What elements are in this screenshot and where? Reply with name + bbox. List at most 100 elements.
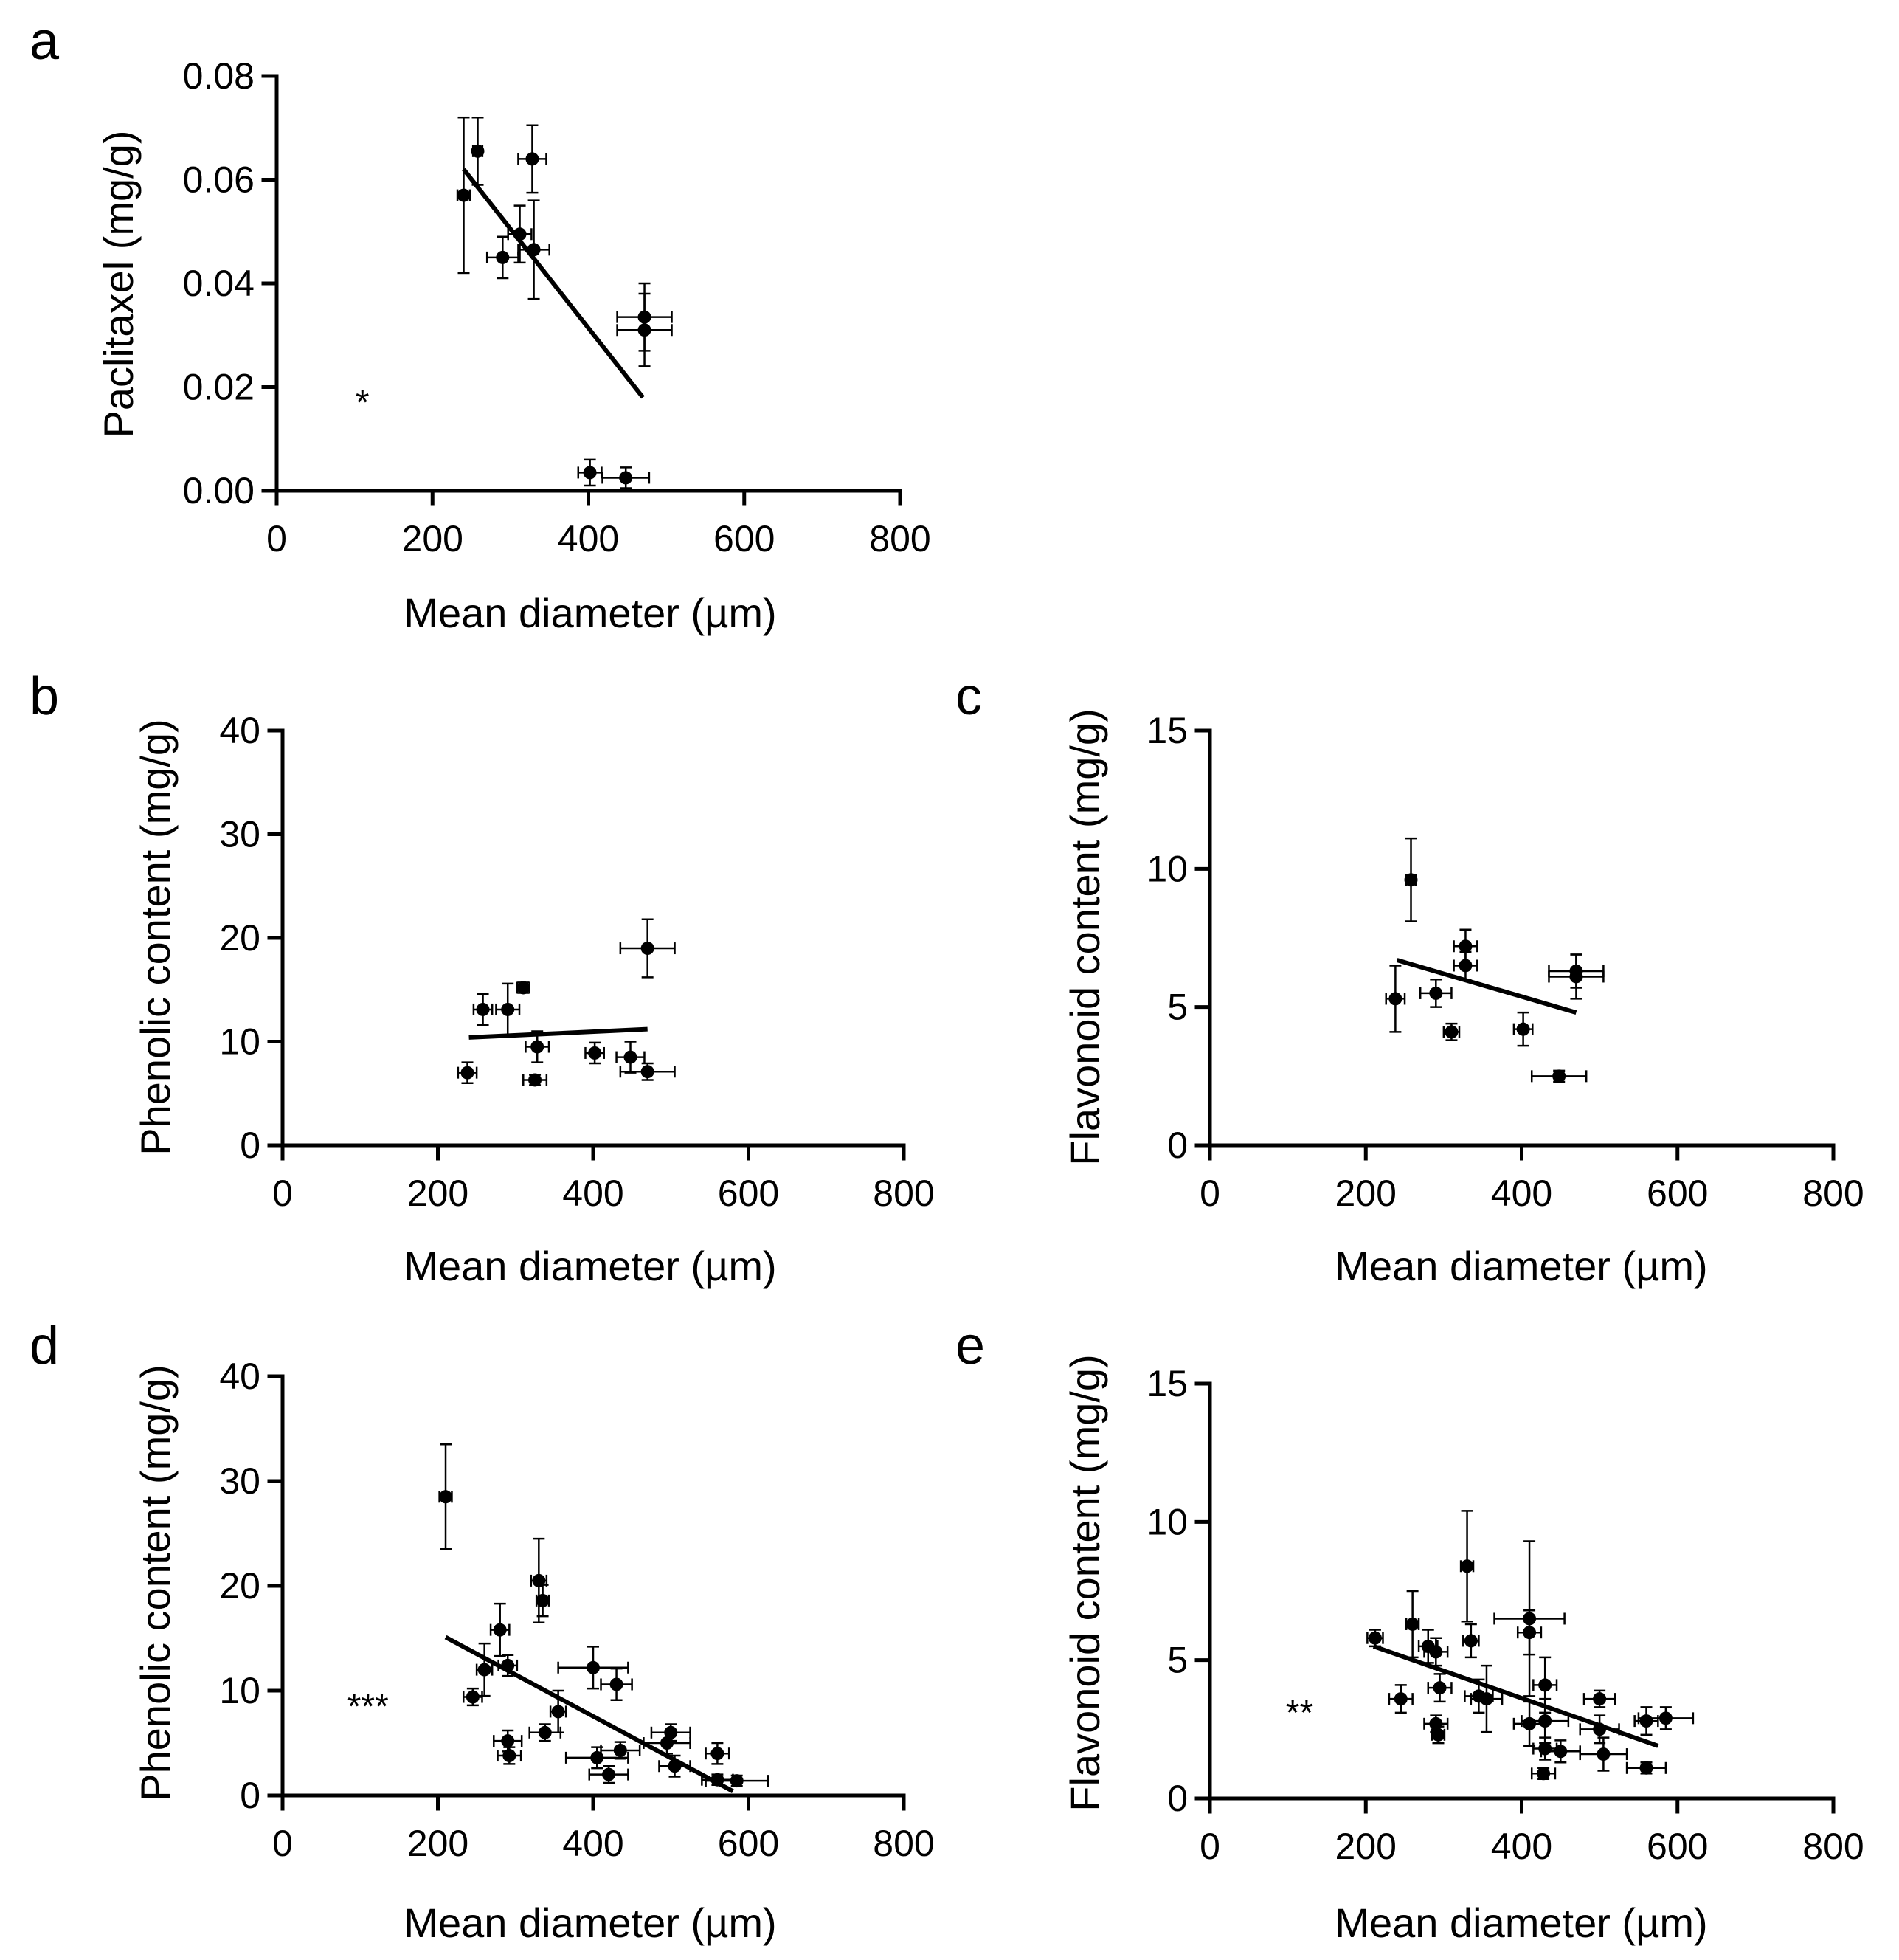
x-tick-label: 200 <box>407 1173 468 1214</box>
data-point <box>1625 1761 1667 1775</box>
data-marker <box>640 1065 654 1079</box>
data-point <box>530 1537 548 1623</box>
data-point <box>601 466 651 489</box>
data-point <box>1637 1706 1695 1730</box>
x-tick-label: 0 <box>272 1173 293 1214</box>
data-marker <box>477 1663 491 1677</box>
data-marker <box>528 1073 542 1087</box>
data-marker <box>1429 1645 1443 1659</box>
data-point <box>1512 1011 1534 1047</box>
data-point <box>438 1443 453 1550</box>
x-tick-label: 0 <box>272 1823 293 1864</box>
data-point <box>1516 1609 1543 1656</box>
x-tick-label: 400 <box>1491 1826 1552 1867</box>
y-tick-label: 30 <box>219 814 260 855</box>
data-marker <box>1554 1745 1568 1759</box>
data-point <box>497 1746 522 1765</box>
data-marker <box>460 1066 474 1080</box>
data-marker <box>1639 1761 1653 1775</box>
data-marker <box>1479 1692 1493 1706</box>
data-marker <box>530 1040 544 1054</box>
data-point <box>462 1687 483 1707</box>
y-tick-label: 0.00 <box>183 470 255 511</box>
data-marker <box>1538 1714 1552 1728</box>
x-tick-label: 0 <box>1200 1826 1220 1867</box>
data-marker <box>457 188 471 202</box>
y-tick-label: 10 <box>219 1021 260 1063</box>
panel-a-xlabel: Mean diameter (µm) <box>404 590 776 636</box>
y-tick-label: 5 <box>1167 987 1188 1028</box>
y-tick-label: 0 <box>1167 1125 1188 1166</box>
panel-c: c Flavonoid content (mg/g) Mean diameter… <box>955 667 1864 1289</box>
data-point <box>549 1689 567 1734</box>
data-marker <box>1394 1692 1408 1706</box>
data-marker <box>476 1002 490 1016</box>
data-marker <box>1516 1022 1530 1036</box>
data-marker <box>588 1046 602 1060</box>
data-point <box>1462 1623 1480 1659</box>
data-point <box>616 292 673 368</box>
data-point <box>493 1729 523 1753</box>
data-marker <box>1404 873 1418 887</box>
panel-a-significance: * <box>356 384 370 423</box>
data-marker <box>516 981 530 995</box>
y-tick-label: 40 <box>219 1356 260 1397</box>
data-marker <box>1593 1722 1607 1736</box>
data-marker <box>602 1767 616 1781</box>
data-marker <box>538 1725 552 1739</box>
data-point <box>643 1731 691 1755</box>
panel-b-ylabel: Phenolic content (mg/g) <box>132 719 179 1155</box>
data-point <box>1366 1629 1384 1648</box>
x-tick-label: 600 <box>1647 1173 1708 1214</box>
data-point <box>497 1654 519 1677</box>
data-point <box>495 982 521 1037</box>
data-point <box>516 981 530 995</box>
data-point <box>615 1041 646 1074</box>
x-tick-label: 200 <box>402 518 463 559</box>
y-tick-label: 0.06 <box>183 159 255 201</box>
data-point <box>471 116 485 186</box>
panel-c-xlabel: Mean diameter (µm) <box>1335 1243 1707 1289</box>
data-marker <box>587 1660 600 1674</box>
data-marker <box>1552 1069 1566 1083</box>
x-tick-label: 400 <box>562 1823 623 1864</box>
panel-d-ylabel: Phenolic content (mg/g) <box>132 1364 179 1801</box>
y-tick-label: 10 <box>1146 1501 1188 1542</box>
data-point <box>1459 1510 1475 1623</box>
data-point <box>1405 1590 1420 1659</box>
data-marker <box>502 1749 516 1763</box>
y-tick-label: 20 <box>219 1565 260 1607</box>
x-tick-label: 800 <box>1802 1826 1864 1867</box>
data-point <box>522 1073 548 1087</box>
x-tick-label: 800 <box>873 1173 934 1214</box>
data-marker <box>1429 986 1443 1000</box>
data-point <box>1583 1689 1616 1708</box>
panel-e-significance: ** <box>1286 1694 1313 1733</box>
data-point <box>1431 1725 1446 1745</box>
data-marker <box>710 1773 724 1787</box>
panel-e-xlabel: Mean diameter (µm) <box>1335 1899 1707 1946</box>
data-point <box>584 1041 605 1065</box>
x-tick-label: 400 <box>1491 1173 1552 1214</box>
data-marker <box>623 1050 637 1064</box>
data-marker <box>527 243 541 257</box>
data-point <box>535 1584 550 1618</box>
x-tick-label: 600 <box>718 1823 779 1864</box>
x-tick-label: 200 <box>1335 1173 1397 1214</box>
data-marker <box>536 1593 550 1607</box>
panel-e-letter: e <box>955 1317 985 1376</box>
data-point <box>1427 1673 1453 1703</box>
data-point <box>457 1061 478 1084</box>
data-marker <box>496 250 510 264</box>
data-marker <box>730 1774 744 1788</box>
panel-d-letter: d <box>30 1317 59 1376</box>
fit-line <box>1396 958 1577 1015</box>
y-tick-label: 20 <box>219 917 260 959</box>
y-tick-label: 5 <box>1167 1640 1188 1681</box>
data-point <box>1548 953 1605 1000</box>
data-marker <box>583 466 597 480</box>
data-marker <box>493 1623 507 1637</box>
data-marker <box>1464 1634 1478 1648</box>
data-marker <box>1431 1728 1445 1742</box>
data-point <box>525 1030 550 1063</box>
